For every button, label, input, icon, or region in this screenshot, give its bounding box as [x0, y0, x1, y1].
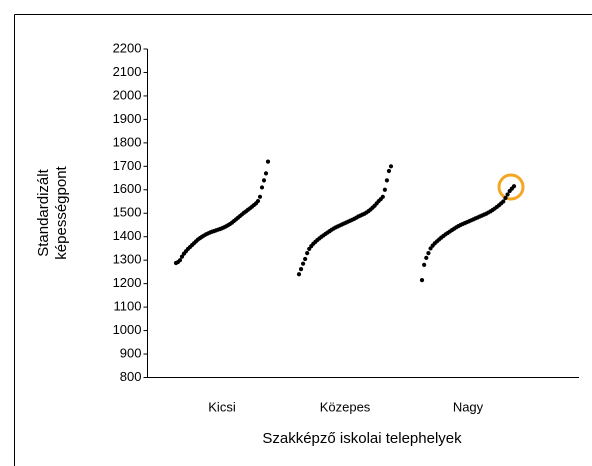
dot: [259, 185, 265, 190]
dot: [419, 278, 425, 283]
y-axis-title-line: Standardizált: [35, 168, 52, 256]
dot: [263, 171, 269, 176]
dot: [511, 184, 517, 189]
y-tick-label: 800: [120, 369, 142, 384]
dot: [305, 251, 310, 256]
y-tick-label: 1000: [113, 322, 142, 337]
dot: [380, 194, 385, 199]
highlight-circle: [497, 173, 525, 201]
dot: [505, 192, 510, 197]
dot: [303, 256, 308, 262]
dot: [257, 194, 263, 199]
y-tick-label: 2000: [113, 87, 142, 102]
dot: [179, 254, 185, 259]
x-axis-title: Szakképző iskolai telephelyek: [262, 430, 462, 447]
y-tick-label: 1100: [114, 299, 142, 314]
x-tick-label: Közepes: [320, 399, 371, 414]
y-tick-label: 900: [120, 345, 142, 360]
dot: [296, 272, 302, 277]
y-tick-label: 1500: [113, 205, 142, 220]
y-tick-label: 2100: [113, 64, 142, 79]
y-tick-label: 1900: [113, 111, 142, 126]
y-tick-label: 1400: [113, 228, 142, 243]
dot: [388, 164, 394, 169]
dot: [501, 199, 506, 204]
y-tick-label: 1300: [113, 252, 142, 267]
dot: [177, 258, 183, 263]
dot: [503, 195, 508, 201]
dot: [265, 159, 271, 164]
x-tick-label: Kicsi: [208, 399, 236, 414]
dot: [422, 262, 427, 267]
x-tick-label: Nagy: [453, 399, 484, 414]
dot: [255, 198, 261, 204]
dot: [298, 266, 304, 272]
dot: [384, 178, 390, 183]
dot: [300, 261, 306, 266]
dot: [386, 168, 392, 174]
dot: [382, 187, 387, 192]
y-tick-label: 1200: [113, 275, 142, 290]
y-axis-title-line: képességpont: [53, 165, 70, 259]
dot: [426, 251, 431, 256]
y-tick-label: 2200: [113, 40, 142, 55]
y-tick-label: 1800: [113, 134, 142, 149]
dot: [424, 255, 429, 260]
y-tick-label: 1700: [113, 158, 142, 173]
y-axis-title: Standardizált képességpont: [35, 165, 70, 259]
dot: [261, 178, 267, 183]
y-tick-label: 1600: [113, 181, 142, 196]
